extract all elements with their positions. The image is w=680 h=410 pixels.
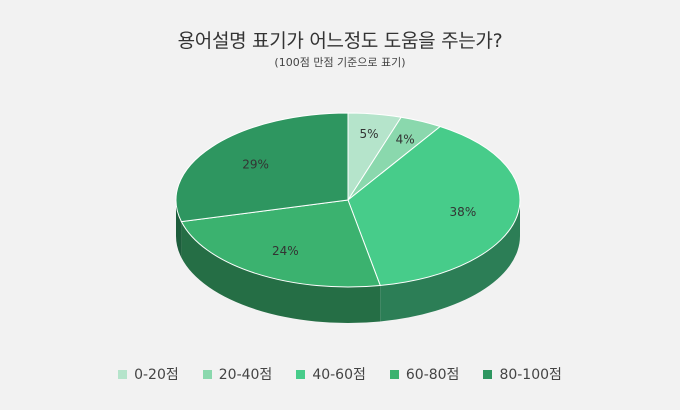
- legend-item: 0-20점: [118, 364, 179, 384]
- legend-label: 80-100점: [499, 367, 562, 383]
- legend-item: 80-100점: [483, 364, 562, 384]
- chart-title: 용어설명 표기가 어느정도 도움을 주는가?: [177, 30, 503, 52]
- legend: 0-20점 20-40점 40-60점 60-80점 80-100점: [0, 364, 680, 384]
- legend-item: 20-40점: [202, 364, 273, 384]
- legend-item: 60-80점: [389, 364, 460, 384]
- chart-subtitle: (100점 만점 기준으로 표기): [274, 56, 406, 69]
- legend-swatch: [389, 369, 399, 379]
- legend-label: 20-40점: [218, 367, 273, 383]
- pie-value-label: 4%: [396, 133, 415, 147]
- legend-item: 40-60점: [296, 364, 366, 384]
- pie-labels: 5% 4% 38% 24% 29%: [242, 127, 476, 258]
- legend-swatch: [118, 369, 128, 379]
- pie-side-40-60점: [380, 200, 520, 322]
- pie-value-label: 5%: [359, 127, 378, 141]
- pie-slice-40-60점: [347, 125, 521, 286]
- pie-value-label: 29%: [242, 158, 269, 172]
- legend-label: 60-80점: [405, 367, 460, 383]
- legend-swatch: [202, 369, 212, 379]
- pie-slices: [175, 112, 521, 288]
- legend-label: 0-20점: [134, 367, 179, 383]
- pie-side-60-80점: [181, 221, 381, 323]
- pie-slice-80-100점: [175, 112, 349, 223]
- pie-value-label: 24%: [272, 244, 299, 258]
- pie-sides: [176, 200, 520, 323]
- legend-swatch: [483, 369, 493, 379]
- legend-swatch: [296, 369, 306, 379]
- pie-slice-60-80점: [180, 199, 381, 288]
- legend-label: 40-60점: [312, 367, 366, 383]
- pie-value-label: 38%: [450, 205, 477, 219]
- pie-side-80-100점: [176, 200, 182, 258]
